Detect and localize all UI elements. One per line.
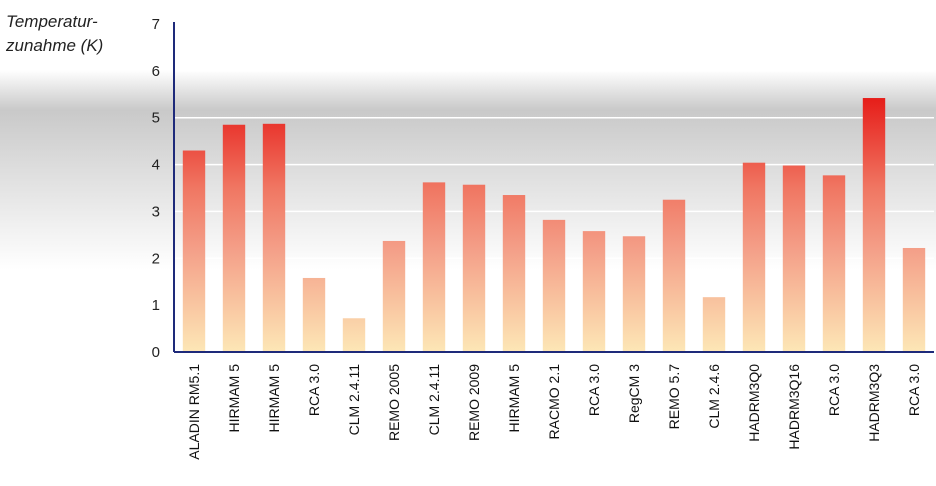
category-labels: ALADIN RM5.1 HIRMAM 5 HIRMAM 5 RCA 3.0 CLM 2… — [186, 364, 922, 460]
bar — [702, 297, 726, 352]
bar — [542, 219, 566, 352]
category-label: HIRMAM 5 — [226, 364, 242, 433]
y-tick-labels: 0 1 2 3 4 5 6 7 — [152, 16, 160, 361]
bar — [742, 162, 766, 352]
y-tick-label: 1 — [152, 297, 160, 314]
bar — [622, 236, 646, 352]
category-label: HADRM3Q0 — [746, 364, 762, 442]
category-label: ALADIN RM5.1 — [186, 364, 202, 460]
bar — [462, 184, 486, 352]
bar — [222, 124, 246, 352]
y-axis-label-line-1: Temperatur- — [6, 12, 98, 31]
y-tick-label: 7 — [152, 16, 160, 33]
category-label: HADRM3Q16 — [786, 364, 802, 450]
bar — [342, 318, 366, 352]
bar — [382, 240, 406, 352]
category-label: HIRMAM 5 — [506, 364, 522, 433]
bars — [182, 98, 926, 352]
bar — [582, 231, 606, 352]
bar — [182, 150, 206, 352]
category-label: RCA 3.0 — [306, 364, 322, 416]
bar — [782, 165, 806, 352]
category-label: RCA 3.0 — [906, 364, 922, 416]
bar — [262, 123, 286, 352]
category-label: CLM 2.4.11 — [346, 364, 362, 436]
category-label: RCA 3.0 — [826, 364, 842, 416]
category-label: CLM 2.4.6 — [706, 364, 722, 429]
category-label: RCA 3.0 — [586, 364, 602, 416]
y-tick-label: 5 — [152, 110, 160, 127]
y-tick-label: 4 — [152, 157, 160, 174]
category-label: HADRM3Q3 — [866, 364, 882, 442]
y-tick-label: 0 — [152, 344, 160, 361]
category-label: RegCM 3 — [626, 364, 642, 423]
bar — [662, 199, 686, 352]
category-label: REMO 2005 — [386, 364, 402, 441]
y-tick-label: 2 — [152, 250, 160, 267]
y-tick-label: 3 — [152, 203, 160, 220]
y-tick-label: 6 — [152, 63, 160, 80]
category-label: CLM 2.4.11 — [426, 364, 442, 436]
category-label: REMO 5.7 — [666, 364, 682, 430]
bar — [422, 182, 446, 352]
bar — [822, 175, 846, 352]
y-axis-label-line-2: zunahme (K) — [5, 36, 103, 55]
category-label: REMO 2009 — [466, 364, 482, 441]
bar — [502, 195, 526, 352]
category-label: HIRMAM 5 — [266, 364, 282, 433]
bar — [302, 277, 326, 352]
bar — [862, 98, 886, 352]
category-label: RACMO 2.1 — [546, 364, 562, 440]
bar — [902, 247, 926, 352]
